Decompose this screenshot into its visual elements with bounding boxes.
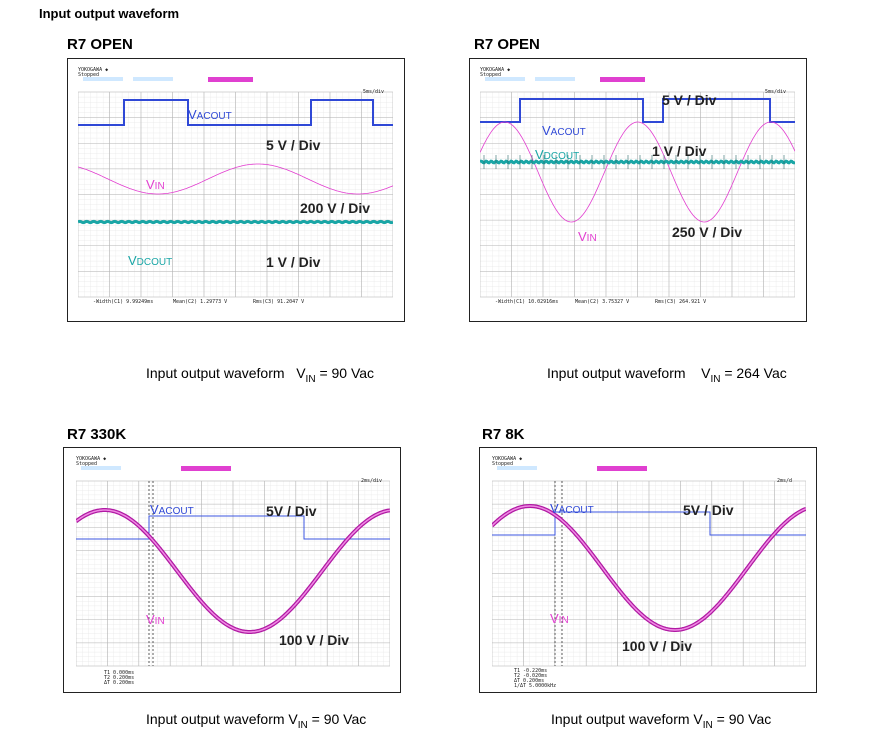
panel-title-1: R7 OPEN <box>67 36 133 53</box>
scale-label-vacout: 5V / Div <box>266 503 317 519</box>
scope-timebase: 5ms/div <box>363 89 385 95</box>
scope-measure-1: -Width(C1) 10.02916ms <box>495 299 559 305</box>
scope-measure-3: ΔT 0.200ms <box>104 680 135 686</box>
scope-measure-1: -Width(C1) 9.99249ms <box>93 299 154 305</box>
waveform-plot-4 <box>492 466 806 667</box>
scope-timebase: 2ms/d <box>777 478 793 484</box>
scope-state: Stopped <box>78 72 100 78</box>
signal-label-vin: VIN <box>146 177 165 192</box>
scale-label-vin: 200 V / Div <box>300 200 371 216</box>
scope-screen-4: YOKOGAWA ◆ Stopped 2ms/d T1 -0.220ms T2 … <box>492 456 806 689</box>
scope-frame-1: YOKOGAWA ◆ Stopped 5ms/div -Width(C1) 9.… <box>67 58 405 322</box>
scope-frame-2: YOKOGAWA ◆ Stopped 5ms/div -Width(C1) 10… <box>469 58 807 322</box>
signal-label-vin: VIN <box>578 229 597 244</box>
panel-title-2: R7 OPEN <box>474 36 540 53</box>
scale-label-vacout: 5 V / Div <box>662 92 717 108</box>
waveform-plot-1 <box>78 67 393 298</box>
signal-label-vdcout: VDCOUT <box>535 147 580 162</box>
scope-measure-3: ΔT 0.200ms <box>514 678 545 684</box>
scope-measure-2: Mean(C2) 1.29773 V <box>173 299 228 305</box>
signal-label-vin: VIN <box>146 612 165 627</box>
scale-label-vdcout: 1 V / Div <box>652 143 707 159</box>
signal-label-vacout: VACOUT <box>542 123 586 138</box>
scale-label-vin: 100 V / Div <box>279 632 350 648</box>
scope-screen-1: YOKOGAWA ◆ Stopped 5ms/div -Width(C1) 9.… <box>78 67 393 313</box>
scope-measure-4: 1/ΔT 5.0000kHz <box>514 683 557 689</box>
scope-brand: YOKOGAWA ◆ <box>76 456 107 462</box>
scope-brand: YOKOGAWA ◆ <box>78 67 109 73</box>
scope-measure-3: Rms(C3) 264.921 V <box>655 299 707 305</box>
panel-title-3: R7 330K <box>67 426 127 443</box>
waveform-plot-3 <box>76 466 390 667</box>
scope-state: Stopped <box>492 461 514 467</box>
scope-timebase: 2ms/div <box>361 478 383 484</box>
scale-label-vdcout: 1 V / Div <box>266 254 321 270</box>
signal-label-vacout: VACOUT <box>150 502 194 517</box>
signal-label-vacout: VACOUT <box>188 107 232 122</box>
scope-measure-2: T2 0.200ms <box>104 675 135 681</box>
scope-brand: YOKOGAWA ◆ <box>480 67 511 73</box>
page-title: Input output waveform <box>39 6 180 21</box>
caption-4: Input output waveform VIN = 90 Vac <box>551 711 772 731</box>
scope-state: Stopped <box>76 461 98 467</box>
panel-title-4: R7 8K <box>482 426 525 443</box>
scope-state: Stopped <box>480 72 502 78</box>
caption-2: Input output waveform VIN = 264 Vac <box>547 365 787 385</box>
scope-timebase: 5ms/div <box>765 89 787 95</box>
scale-label-vacout: 5V / Div <box>683 502 734 518</box>
scope-frame-3: YOKOGAWA ◆ Stopped 2ms/div T1 0.000ms T2… <box>63 447 401 693</box>
scope-measure-1: T1 0.000ms <box>104 670 135 676</box>
waveform-plot-2 <box>480 77 795 298</box>
caption-1: Input output waveform VIN = 90 Vac <box>146 365 375 385</box>
scope-screen-2: YOKOGAWA ◆ Stopped 5ms/div -Width(C1) 10… <box>480 67 795 313</box>
scope-brand: YOKOGAWA ◆ <box>492 456 523 462</box>
scope-measure-1: T1 -0.220ms <box>514 668 548 674</box>
scope-frame-4: YOKOGAWA ◆ Stopped 2ms/d T1 -0.220ms T2 … <box>479 447 817 693</box>
scope-screen-3: YOKOGAWA ◆ Stopped 2ms/div T1 0.000ms T2… <box>76 456 390 688</box>
signal-label-vin: VIN <box>550 611 569 626</box>
scale-label-vin: 100 V / Div <box>622 638 693 654</box>
caption-3: Input output waveform VIN = 90 Vac <box>146 711 367 731</box>
scope-measure-2: Mean(C2) 3.75327 V <box>575 299 630 305</box>
signal-label-vacout: VACOUT <box>550 501 594 516</box>
scope-measure-3: Rms(C3) 91.2047 V <box>253 299 305 305</box>
scale-label-vin: 250 V / Div <box>672 224 743 240</box>
signal-label-vdcout: VDCOUT <box>128 253 173 268</box>
scale-label-vacout: 5 V / Div <box>266 137 321 153</box>
scope-measure-2: T2 -0.020ms <box>514 673 548 679</box>
